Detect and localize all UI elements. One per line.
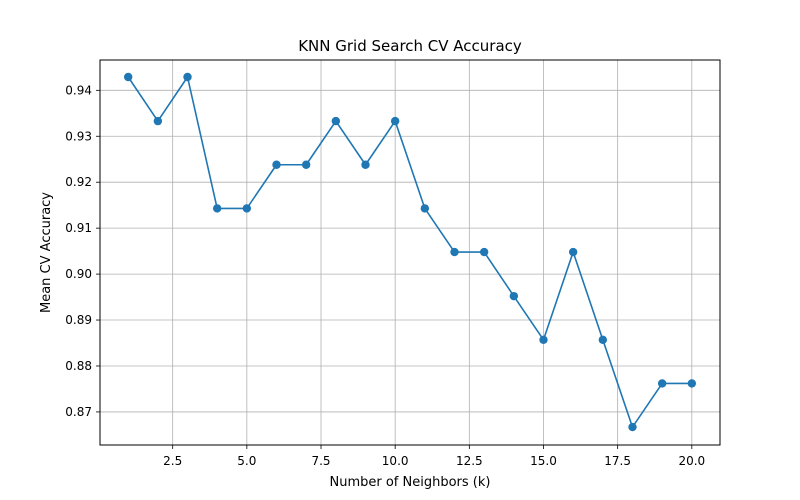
y-tick-label: 0.94 xyxy=(65,83,92,97)
data-point xyxy=(272,160,281,169)
x-tick-label: 12.5 xyxy=(456,454,483,468)
data-point xyxy=(420,204,430,213)
y-axis-label: Mean CV Accuracy xyxy=(39,192,54,313)
data-point xyxy=(509,291,519,301)
data-point xyxy=(568,247,578,257)
data-point xyxy=(242,204,252,213)
x-tick-label: 20.0 xyxy=(678,454,705,468)
data-point xyxy=(212,204,222,213)
data-point xyxy=(479,247,489,257)
y-tick-label: 0.89 xyxy=(65,313,92,327)
x-tick-label: 15.0 xyxy=(530,454,557,468)
x-tick-label: 17.5 xyxy=(604,454,631,468)
chart-title: KNN Grid Search CV Accuracy xyxy=(298,37,522,55)
data-point xyxy=(361,160,370,169)
data-point xyxy=(390,116,400,126)
data-point xyxy=(687,379,697,388)
series-lines xyxy=(127,76,692,428)
data-point xyxy=(539,335,548,344)
y-tick-label: 0.91 xyxy=(65,221,92,235)
y-tick-label: 0.92 xyxy=(65,175,92,189)
data-point xyxy=(301,160,311,169)
data-point xyxy=(628,422,637,432)
y-tick-label: 0.87 xyxy=(65,405,92,419)
series-markers xyxy=(123,72,697,432)
y-tick-label: 0.93 xyxy=(65,129,92,143)
series-line xyxy=(127,76,692,428)
y-tick-label: 0.88 xyxy=(65,359,92,373)
x-axis-ticks: 2.5 5.0 7.5 10.0 12.5 15.0 17.5 20.0 xyxy=(163,445,705,468)
y-axis-ticks: 0.87 0.88 0.89 0.90 0.91 0.92 0.93 0.94 xyxy=(65,83,100,419)
x-axis-label: Number of Neighbors (k) xyxy=(330,475,491,490)
y-tick-label: 0.90 xyxy=(65,267,92,281)
grid-lines xyxy=(100,60,720,445)
x-tick-label: 10.0 xyxy=(382,454,409,468)
plot-frame xyxy=(99,59,721,446)
x-tick-label: 2.5 xyxy=(163,454,182,468)
data-point xyxy=(598,335,608,344)
data-point xyxy=(123,72,133,82)
data-point xyxy=(450,247,459,257)
x-tick-label: 5.0 xyxy=(237,454,256,468)
data-point xyxy=(183,72,192,82)
x-tick-label: 7.5 xyxy=(311,454,330,468)
data-point xyxy=(657,379,667,388)
data-point xyxy=(153,116,163,126)
data-point xyxy=(331,116,341,126)
